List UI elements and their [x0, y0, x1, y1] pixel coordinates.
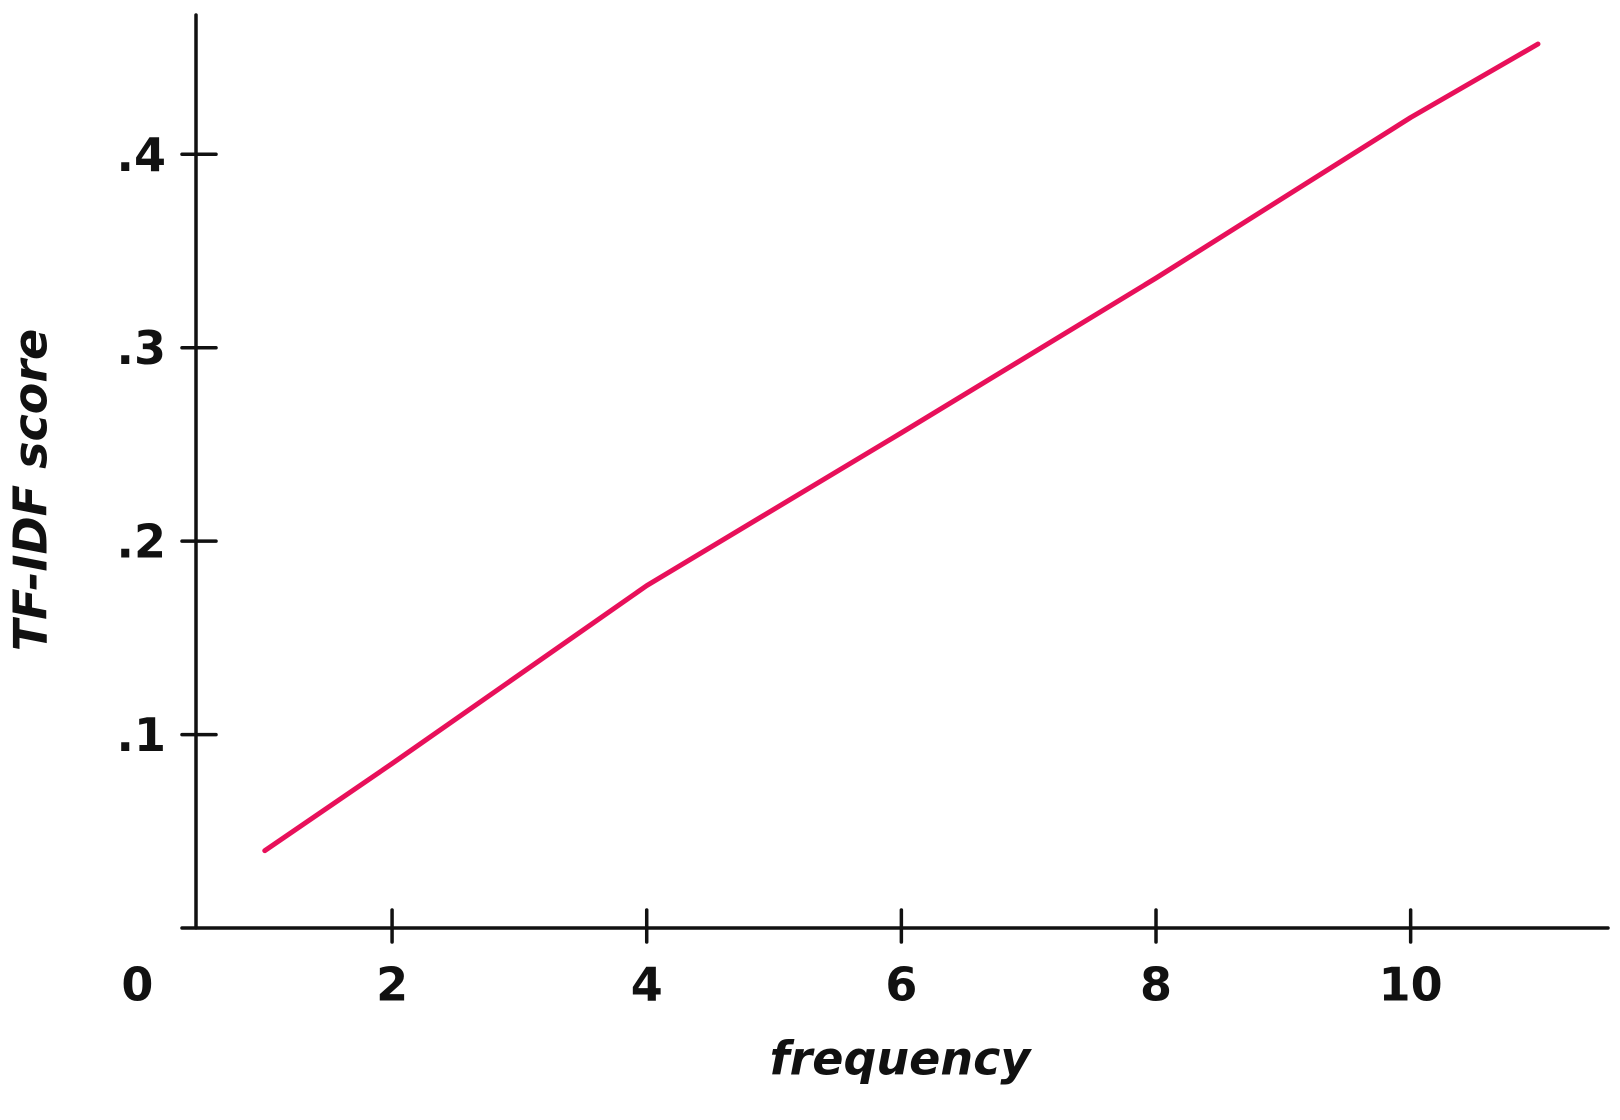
x-tick-label: 2	[376, 958, 408, 1012]
y-axis-label: TF-IDF score	[4, 329, 58, 651]
x-axis-label: frequency	[770, 1032, 1033, 1086]
x-tick-label: 10	[1379, 958, 1443, 1012]
x-tick-label: 0	[121, 958, 153, 1012]
x-tick-label: 6	[885, 958, 917, 1012]
y-tick-label: .2	[117, 515, 166, 569]
data-line	[262, 41, 1541, 854]
y-tick-label: .4	[117, 128, 166, 182]
y-tick-label: .3	[117, 321, 166, 375]
x-tick-label: 4	[631, 958, 663, 1012]
x-tick-label: 8	[1140, 958, 1172, 1012]
y-tick-label: .1	[117, 708, 166, 762]
